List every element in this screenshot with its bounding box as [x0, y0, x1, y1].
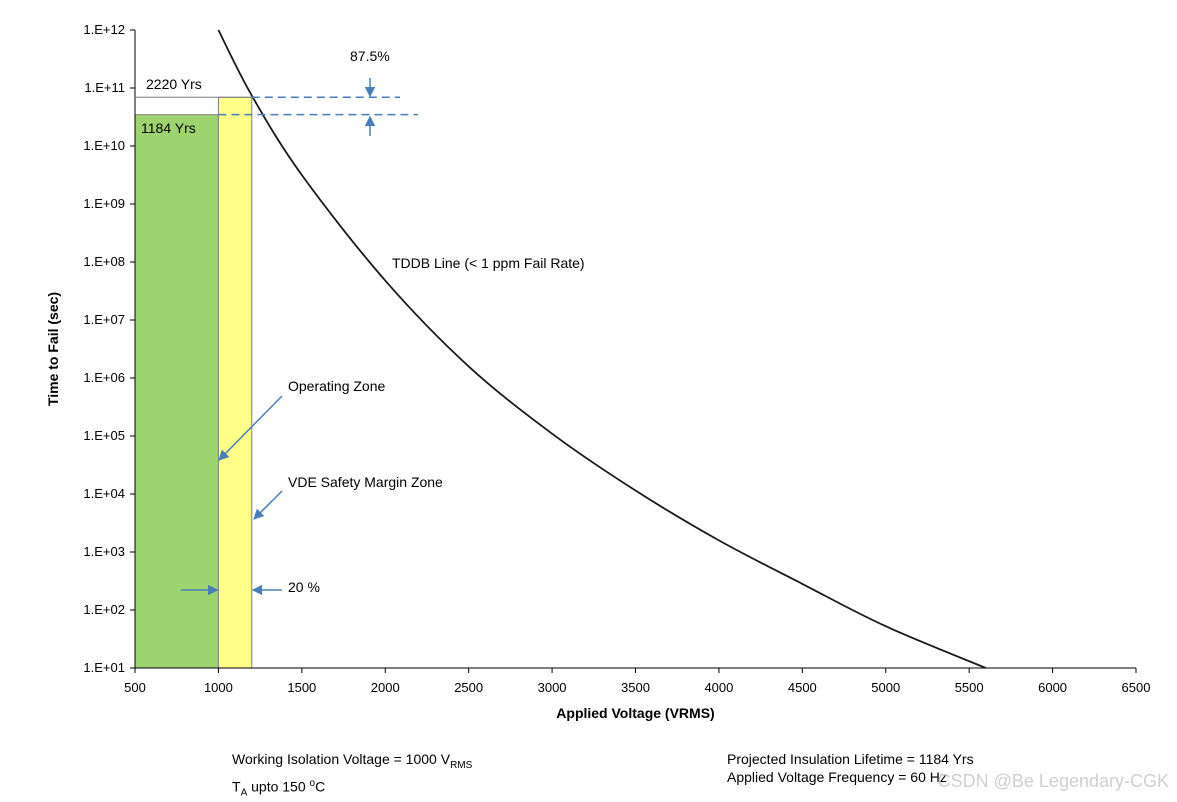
x-tick-label: 6000: [1038, 680, 1067, 695]
label-1184-yrs: 1184 Yrs: [141, 120, 196, 136]
working-voltage-text: Working Isolation Voltage = 1000 VRMS: [232, 751, 473, 771]
x-tick-label: 4500: [788, 680, 817, 695]
watermark: CSDN @Be Legendary-CGK: [937, 771, 1169, 791]
label-2220-yrs: 2220 Yrs: [146, 76, 202, 92]
y-tick-label: 1.E+02: [83, 602, 125, 617]
x-tick-label: 2000: [371, 680, 400, 695]
tddb-chart: 1.E+01 1.E+02 1.E+03 1.E+04 1.E+05 1.E+06 1.E+…: [45, 22, 1151, 721]
arrow-operating-zone: [218, 395, 283, 461]
arrow-vde-zone: [253, 490, 283, 520]
y-axis-title: Time to Fail (sec): [45, 292, 61, 406]
x-tick-label: 5000: [871, 680, 900, 695]
x-tick-label: 6500: [1122, 680, 1151, 695]
x-tick-label: 500: [124, 680, 146, 695]
y-tick-label: 1.E+10: [83, 138, 125, 153]
label-vde-zone: VDE Safety Margin Zone: [288, 474, 443, 490]
x-tick-label: 2500: [454, 680, 483, 695]
y-tick-label: 1.E+06: [83, 370, 125, 385]
frequency-text: Applied Voltage Frequency = 60 Hz: [727, 769, 947, 785]
footer-left: Working Isolation Voltage = 1000 VRMS TA…: [232, 750, 472, 802]
y-tick-label: 1.E+09: [83, 196, 125, 211]
tddb-curve: [217, 29, 987, 669]
ta-text: TA upto 150 oC: [232, 777, 326, 799]
y-tick-label: 1.E+11: [84, 80, 125, 95]
vde-margin-zone-bar: [217, 96, 253, 669]
operating-zone-bar: [134, 114, 219, 669]
x-tick-label: 1500: [287, 680, 316, 695]
lifetime-text: Projected Insulation Lifetime = 1184 Yrs: [727, 751, 974, 767]
y-tick-label: 1.E+01: [83, 660, 125, 675]
label-operating-zone: Operating Zone: [288, 378, 385, 394]
footer-right: Projected Insulation Lifetime = 1184 Yrs…: [727, 750, 974, 786]
label-875-percent: 87.5%: [350, 48, 390, 64]
x-axis-title: Applied Voltage (VRMS): [556, 705, 714, 721]
x-tick-label: 5500: [955, 680, 984, 695]
y-tick-label: 1.E+08: [83, 254, 125, 269]
y-tick-label: 1.E+07: [83, 312, 125, 327]
label-tddb-line: TDDB Line (< 1 ppm Fail Rate): [392, 255, 585, 271]
x-tick-label: 1000: [204, 680, 233, 695]
y-tick-label: 1.E+12: [83, 22, 125, 37]
x-tick-label: 3000: [538, 680, 567, 695]
y-tick-label: 1.E+03: [83, 544, 125, 559]
x-tick-label: 4000: [704, 680, 733, 695]
y-tick-label: 1.E+04: [83, 486, 125, 501]
y-tick-label: 1.E+05: [83, 428, 125, 443]
x-tick-label: 3500: [621, 680, 650, 695]
label-20-percent: 20 %: [288, 579, 320, 595]
